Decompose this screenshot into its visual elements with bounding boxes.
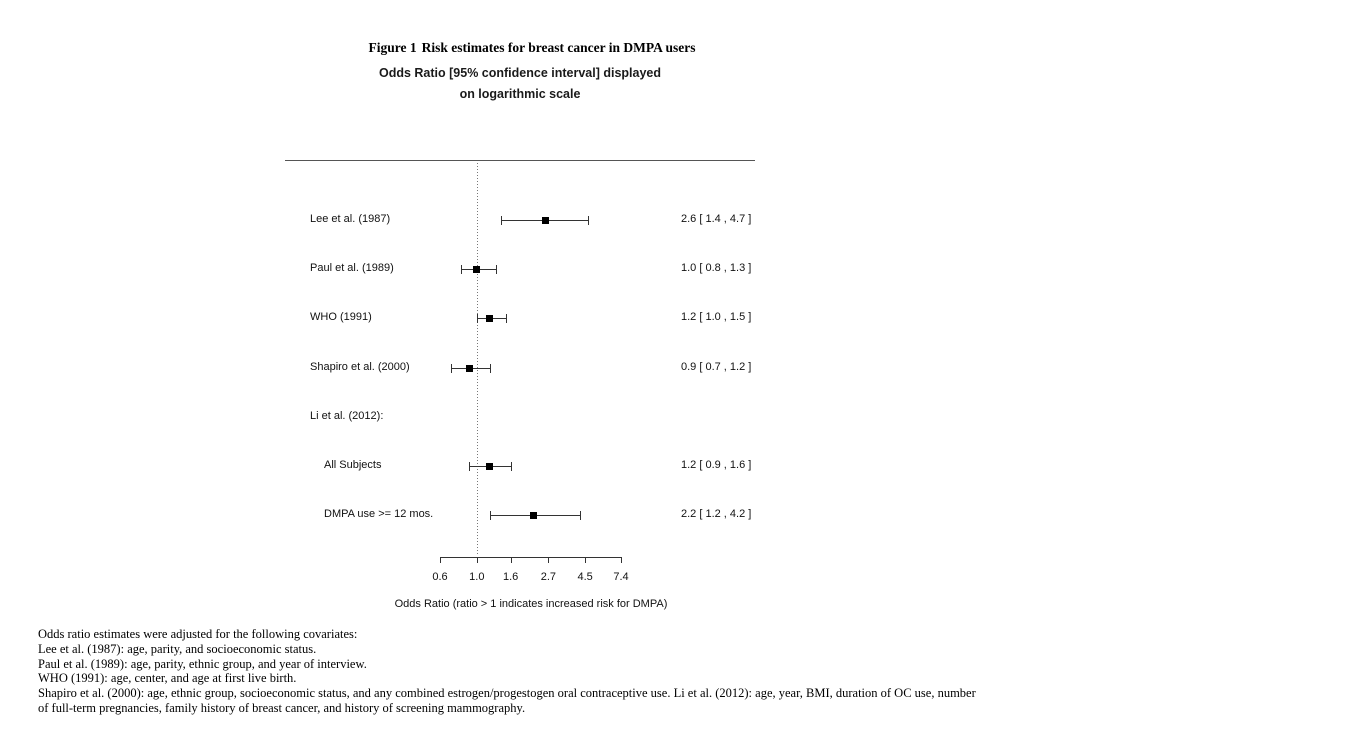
footnote-line: Shapiro et al. (2000): age, ethnic group… bbox=[38, 686, 976, 700]
footnote-line: Odds ratio estimates were adjusted for t… bbox=[38, 627, 358, 641]
axis-tick bbox=[510, 557, 512, 563]
estimate-label: 2.6 [ 1.4 , 4.7 ] bbox=[681, 213, 752, 225]
ci-whisker-left bbox=[489, 511, 491, 521]
forest-row-label: Li et al. (2012): bbox=[310, 409, 384, 422]
footnotes-block: Odds ratio estimates were adjusted for t… bbox=[38, 627, 976, 716]
axis-tick bbox=[621, 557, 622, 563]
point-marker bbox=[542, 217, 550, 224]
x-axis-title: Odds Ratio (ratio > 1 indicates increase… bbox=[394, 598, 668, 610]
ci-whisker-right bbox=[580, 511, 582, 521]
point-marker bbox=[486, 315, 494, 323]
ci-whisker-right bbox=[510, 462, 512, 471]
axis-tick bbox=[548, 557, 550, 563]
point-marker bbox=[486, 463, 494, 470]
ci-whisker-left bbox=[460, 265, 462, 275]
axis-tick bbox=[440, 557, 441, 563]
forest-row-label: Shapiro et al. (2000) bbox=[310, 360, 410, 373]
figure-title: Figure 1 Risk estimates for breast cancer… bbox=[292, 40, 772, 56]
ci-whisker-right bbox=[506, 314, 507, 324]
figure-subtitle-line2: on logarithmic scale bbox=[459, 87, 581, 101]
reference-line bbox=[476, 163, 478, 555]
axis-tick-label: 1.0 bbox=[469, 571, 485, 583]
footnote-line: Paul et al. (1989): age, parity, ethnic … bbox=[38, 656, 367, 671]
forest-row-label: WHO (1991) bbox=[310, 311, 372, 324]
ci-whisker-left bbox=[476, 314, 478, 324]
axis-tick bbox=[585, 557, 587, 563]
forest-row-label: Paul et al. (1989) bbox=[310, 262, 394, 275]
footnote-line: Lee et al. (1987): age, parity, and soci… bbox=[38, 641, 317, 656]
forest-row-label: DMPA use >= 12 mos. bbox=[324, 508, 434, 521]
ci-whisker-right bbox=[489, 363, 491, 373]
estimate-label: 1.0 [ 0.8 , 1.3 ] bbox=[681, 262, 752, 275]
axis-tick-label: 2.7 bbox=[540, 571, 556, 583]
plot-top-rule bbox=[285, 160, 755, 161]
footnote-line: WHO (1991): age, center, and age at firs… bbox=[38, 671, 297, 686]
axis-tick-label: 1.6 bbox=[503, 571, 519, 583]
point-marker bbox=[473, 266, 481, 274]
point-marker bbox=[530, 512, 538, 520]
figure-subtitle-line1: Odds Ratio [95% confidence interval] dis… bbox=[378, 66, 661, 80]
ci-whisker-left bbox=[501, 216, 503, 225]
forest-row-label: Lee et al. (1987) bbox=[310, 213, 391, 225]
estimate-label: 0.9 [ 0.7 , 1.2 ] bbox=[681, 360, 752, 373]
ci-whisker-right bbox=[588, 216, 590, 225]
ci-whisker-right bbox=[495, 265, 497, 275]
point-marker bbox=[465, 364, 473, 372]
axis-tick bbox=[476, 557, 478, 563]
ci-whisker-left bbox=[451, 363, 453, 373]
axis-tick-label: 7.4 bbox=[613, 571, 629, 583]
figure-title-text: Risk estimates for breast cancer in DMPA… bbox=[421, 40, 696, 55]
estimate-label: 2.2 [ 1.2 , 4.2 ] bbox=[681, 508, 752, 521]
axis-tick-label: 4.5 bbox=[577, 571, 593, 583]
figure-title-prefix: Figure 1 bbox=[368, 40, 417, 55]
ci-whisker-left bbox=[469, 462, 471, 471]
forest-row-label: All Subjects bbox=[324, 459, 382, 471]
x-axis-line bbox=[440, 557, 621, 558]
estimate-label: 1.2 [ 1.0 , 1.5 ] bbox=[681, 311, 752, 324]
estimate-label: 1.2 [ 0.9 , 1.6 ] bbox=[681, 459, 752, 471]
axis-tick-label: 0.6 bbox=[432, 571, 448, 583]
footnote-line: of full-term pregnancies, family history… bbox=[38, 700, 526, 715]
